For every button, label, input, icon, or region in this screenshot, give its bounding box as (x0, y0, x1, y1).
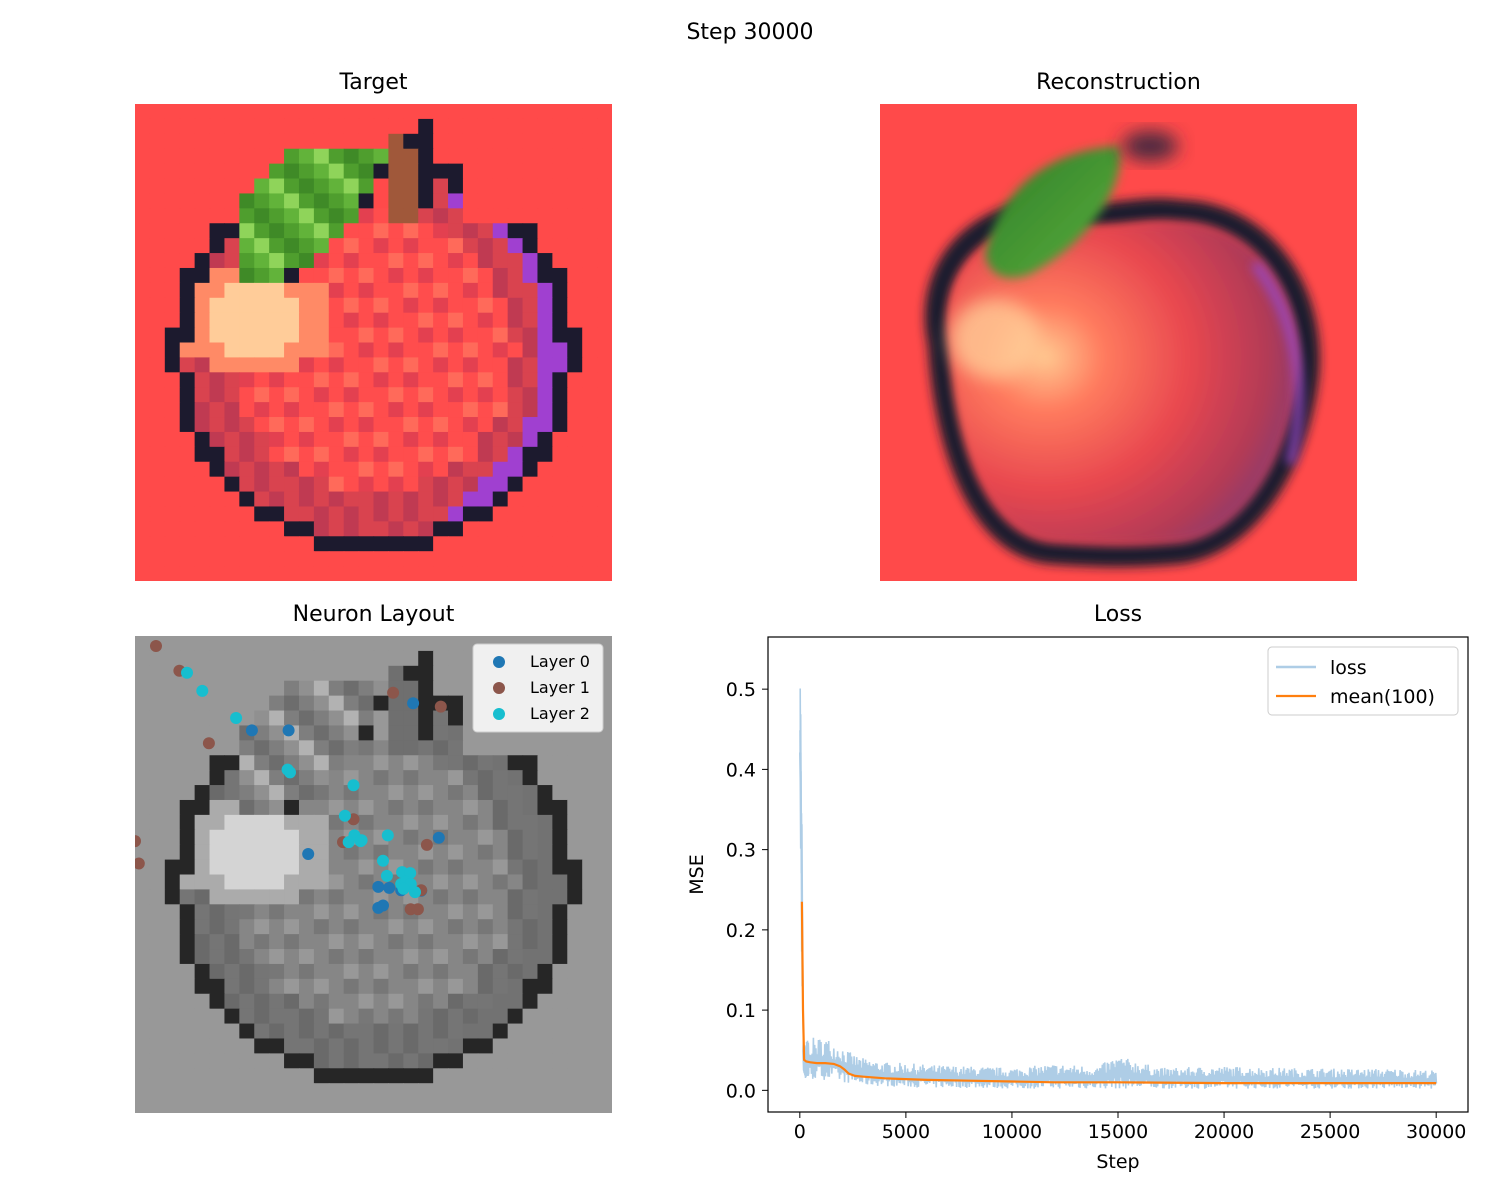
y-axis-label: MSE (686, 854, 708, 894)
x-tick-label-0: 0 (794, 1121, 806, 1143)
x-axis-label: Step (1096, 1151, 1139, 1173)
layer2-point-0 (181, 666, 193, 679)
layer0-point-8 (377, 899, 389, 912)
y-tick-label-2: 0.2 (726, 920, 756, 942)
layer2-point-5 (347, 779, 360, 792)
layer2-point-10 (381, 829, 394, 842)
layer0-point-1 (407, 697, 420, 710)
layer1-point-4 (434, 700, 447, 713)
y-tick-label-1: 0.1 (726, 1000, 756, 1022)
loss-legend-box (1267, 646, 1459, 716)
layout-title: Neuron Layout (292, 602, 455, 627)
layer2-point-12 (380, 869, 393, 882)
layer1-point-2 (202, 737, 215, 750)
loss-raw-line (799, 688, 1438, 1089)
loss-chart: 0 5000 10000 15000 20000 25000 30000 0.0 0.1 0.2 0… (686, 636, 1469, 1173)
reconstruction-title: Reconstruction (1036, 70, 1201, 95)
y-tick-label-5: 0.5 (726, 679, 756, 701)
x-tick-label-5: 25000 (1300, 1121, 1360, 1143)
loss-title: Loss (1093, 602, 1143, 627)
layer2-point-9 (342, 836, 355, 849)
loss-legend: loss mean(100) (1267, 646, 1459, 716)
target-image (135, 104, 612, 581)
scatter-legend: Layer 0 Layer 1 Layer 2 (472, 643, 604, 733)
layer2-point-1 (196, 684, 209, 697)
loss-mean-line (800, 901, 1437, 1085)
target-pixel-apple (135, 104, 612, 581)
layer0-point-2 (302, 848, 315, 860)
scatter-legend-marker-1 (493, 682, 505, 694)
layer0-point-5 (383, 881, 396, 894)
x-tick-label-4: 20000 (1194, 1121, 1254, 1143)
y-tick-label-4: 0.4 (726, 759, 756, 781)
scatter-legend-label-0: Layer 0 (530, 652, 590, 671)
scatter-legend-marker-2 (493, 708, 505, 720)
x-tick-label-6: 30000 (1406, 1121, 1466, 1143)
y-tick-label-0: 0.0 (726, 1080, 756, 1102)
neuron-layout-svg: Layer 0 Layer 1 Layer 2 (135, 636, 612, 1113)
loss-legend-label-0: loss (1330, 657, 1367, 679)
reconstruction-blurred-apple (880, 104, 1357, 581)
layer1-point-9 (420, 838, 433, 851)
layer2-point-11 (377, 854, 389, 867)
x-tick-label-3: 15000 (1088, 1121, 1148, 1143)
layer2-point-6 (338, 809, 351, 822)
scatter-legend-box (472, 643, 604, 733)
layer0-point-4 (372, 880, 385, 893)
loss-plot-area (768, 637, 1468, 1112)
layer2-point-20 (354, 835, 367, 848)
layer1-point-5 (135, 835, 141, 848)
loss-legend-label-1: mean(100) (1330, 686, 1435, 708)
scatter-legend-marker-0 (493, 656, 505, 668)
layer1-point-3 (387, 686, 400, 699)
figure-suptitle: Step 30000 (686, 20, 814, 45)
layer2-point-19 (397, 882, 410, 895)
x-tick-label-1: 5000 (882, 1121, 930, 1143)
layer2-point-4 (284, 766, 296, 779)
layer1-point-6 (135, 857, 145, 870)
scatter-legend-label-1: Layer 1 (530, 678, 590, 697)
scatter-legend-label-2: Layer 2 (530, 704, 590, 723)
layer0-point-0 (282, 724, 295, 737)
target-title: Target (339, 70, 408, 95)
layer0-point-9 (245, 724, 258, 737)
layer0-point-3 (432, 831, 445, 844)
layer1-point-12 (411, 903, 424, 916)
y-tick-label-3: 0.3 (726, 840, 756, 862)
layer2-point-2 (230, 712, 243, 724)
layer1-point-0 (150, 640, 162, 652)
x-tick-label-2: 10000 (982, 1121, 1042, 1143)
reconstruction-image (880, 104, 1357, 581)
neuron-layout-plot: Layer 0 Layer 1 Layer 2 (135, 636, 612, 1113)
